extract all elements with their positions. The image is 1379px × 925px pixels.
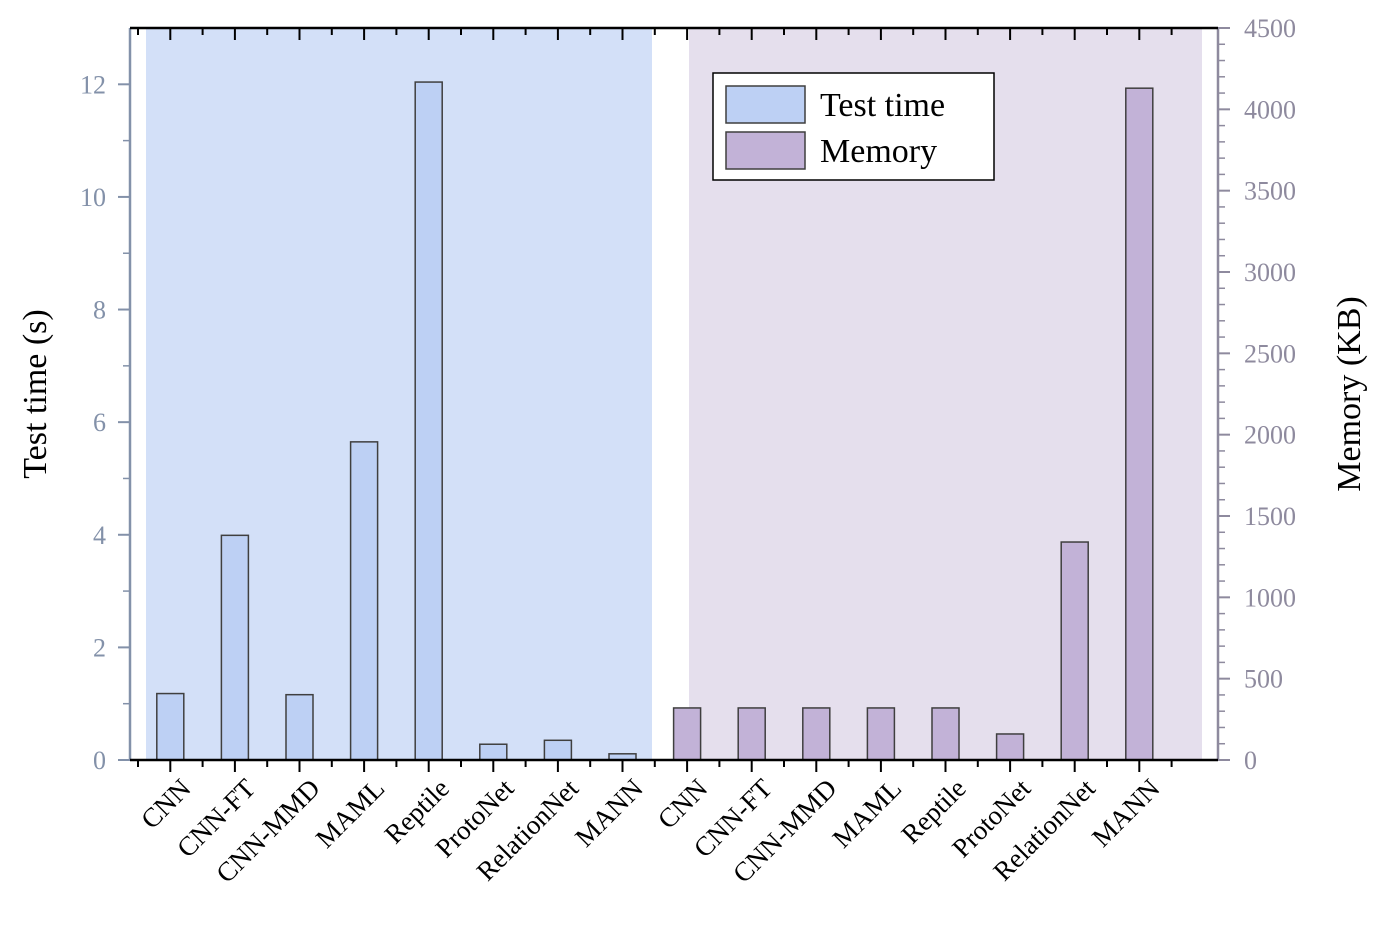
left-tick-label: 2 [93,633,106,662]
right-tick-label: 1000 [1244,583,1296,612]
legend-label: Test time [820,87,945,124]
test-time-bar-relationnet [543,739,573,761]
right-tick-label: 3500 [1244,177,1296,206]
right-tick-label: 2500 [1244,339,1296,368]
memory-bar-cnn-ft [737,707,766,761]
test-time-bar-reptile [414,81,443,761]
legend: Test time Memory [712,72,995,181]
memory-category-label: MAML [827,773,908,854]
memory-bar-maml [866,707,896,761]
right-tick-label: 4000 [1244,95,1296,124]
right-tick-label: 500 [1244,665,1283,694]
left-tick-label: 0 [93,746,106,775]
memory-bar-cnn-mmd [802,707,831,761]
legend-swatch-test-time [725,85,806,124]
legend-swatch-memory [725,131,806,170]
test-time-bar-maml [349,441,379,761]
left-tick-label: 6 [93,408,106,437]
left-tick-label: 10 [80,183,106,212]
memory-bar-cnn [672,707,702,761]
right-tick-label: 1500 [1244,502,1296,531]
left-tick-label: 12 [80,70,106,99]
memory-bar-relationnet [1060,541,1089,761]
right-axis-title: Memory (KB) [1331,296,1368,491]
memory-bar-protonet [995,733,1025,761]
right-tick-label: 3000 [1244,258,1296,287]
left-tick-label: 8 [93,296,106,325]
legend-label: Memory [820,133,937,170]
memory-bar-reptile [931,707,960,761]
test-time-bar-cnn [156,692,185,761]
right-tick-label: 4500 [1244,14,1296,43]
test-time-bar-cnn-ft [220,534,250,761]
left-axis-title: Test time (s) [17,309,54,478]
right-tick-label: 0 [1244,746,1257,775]
test-time-bar-protonet [479,743,508,761]
test-time-bar-cnn-mmd [285,693,314,761]
left-tick-label: 4 [93,521,106,550]
test-time-category-label: MAML [310,773,391,854]
memory-category-label: MANN [1086,773,1166,853]
memory-bar-mann [1125,87,1154,761]
right-tick-label: 2000 [1244,421,1296,450]
test-time-category-label: MANN [569,773,649,853]
